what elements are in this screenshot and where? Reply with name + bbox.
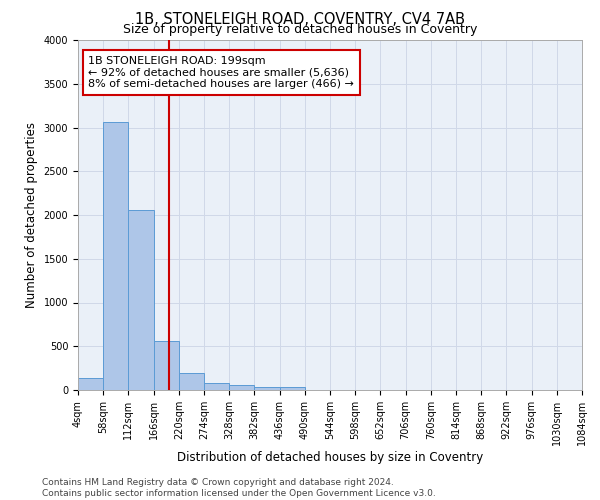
Bar xyxy=(154,341,179,390)
Bar xyxy=(128,210,154,390)
Bar xyxy=(78,378,103,390)
Bar xyxy=(280,386,305,390)
Text: 1B STONELEIGH ROAD: 199sqm
← 92% of detached houses are smaller (5,636)
8% of se: 1B STONELEIGH ROAD: 199sqm ← 92% of deta… xyxy=(88,56,354,89)
Text: Contains HM Land Registry data © Crown copyright and database right 2024.
Contai: Contains HM Land Registry data © Crown c… xyxy=(42,478,436,498)
Bar xyxy=(103,122,128,390)
Y-axis label: Number of detached properties: Number of detached properties xyxy=(25,122,38,308)
Bar xyxy=(229,385,254,390)
Text: Size of property relative to detached houses in Coventry: Size of property relative to detached ho… xyxy=(123,22,477,36)
Bar xyxy=(254,386,280,390)
Bar xyxy=(179,373,204,390)
Text: 1B, STONELEIGH ROAD, COVENTRY, CV4 7AB: 1B, STONELEIGH ROAD, COVENTRY, CV4 7AB xyxy=(135,12,465,28)
X-axis label: Distribution of detached houses by size in Coventry: Distribution of detached houses by size … xyxy=(177,450,483,464)
Bar xyxy=(204,384,229,390)
